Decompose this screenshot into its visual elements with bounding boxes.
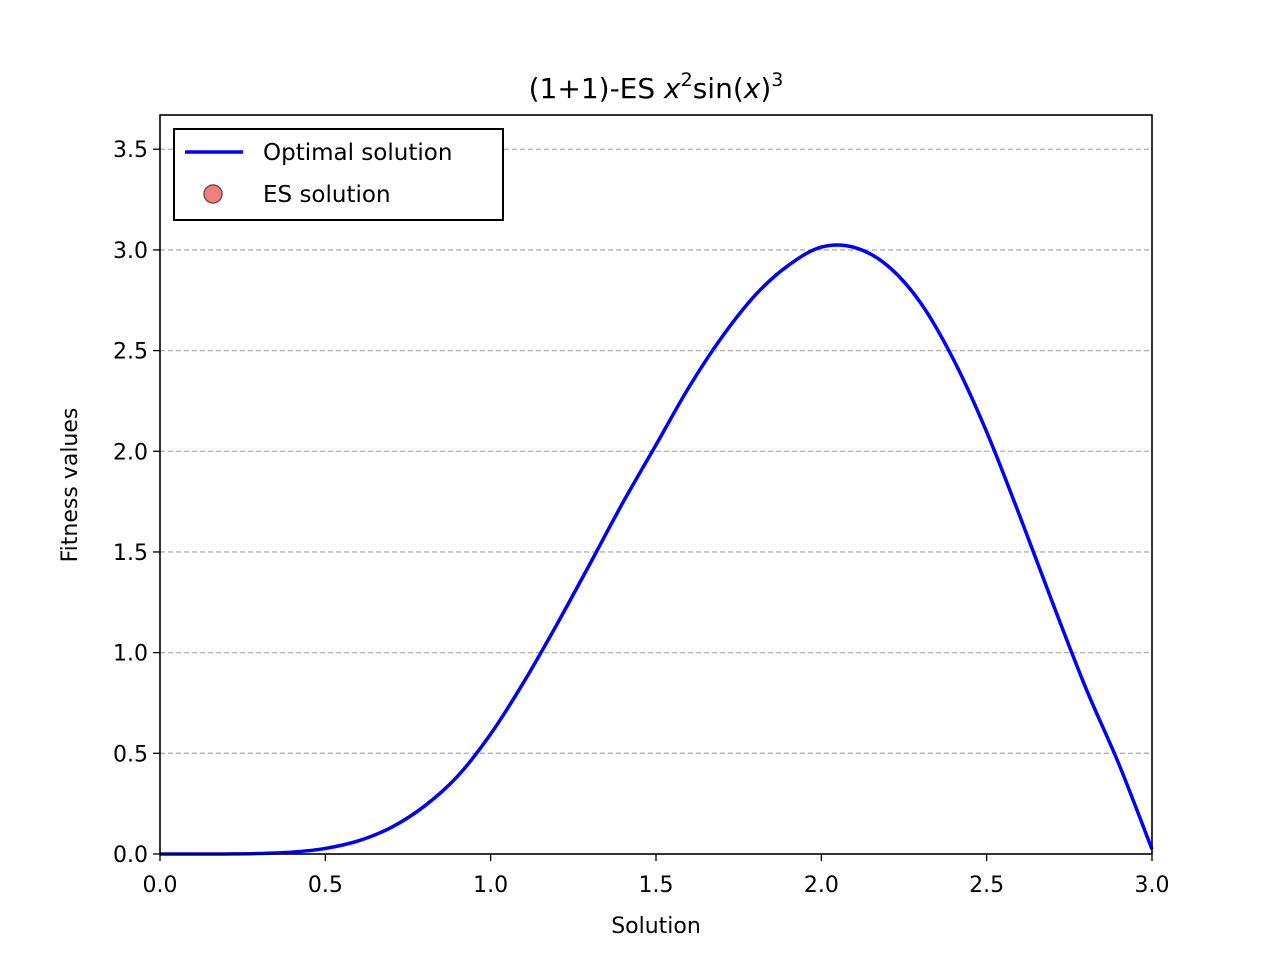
y-tick-label-3.5: 3.5 [113, 138, 148, 163]
legend-box [173, 128, 504, 221]
title-close: ) [760, 72, 771, 105]
legend-label-optimal-solution: Optimal solution [263, 140, 452, 166]
x-axis-label: Solution [611, 914, 701, 939]
plot-frame [159, 114, 1153, 855]
title-exp-1: 2 [681, 69, 693, 91]
y-tick-label-0.5: 0.5 [113, 742, 148, 767]
x-tick-label-0.5: 0.5 [308, 873, 343, 898]
y-axis-label: Fitness values [58, 408, 83, 563]
title-var-2: x [743, 72, 761, 105]
legend: Optimal solution ES solution [173, 128, 504, 221]
title-var-1: x [663, 72, 681, 105]
y-tick-label-1.5: 1.5 [113, 541, 148, 566]
x-tick-label-1.5: 1.5 [639, 873, 674, 898]
x-tick-label-0.0: 0.0 [143, 873, 178, 898]
x-tick-label-3.0: 3.0 [1135, 873, 1170, 898]
x-tick-label-2.5: 2.5 [969, 873, 1004, 898]
y-tick-label-1.0: 1.0 [113, 642, 148, 667]
title-exp-2: 3 [771, 69, 783, 91]
y-tick-label-0.0: 0.0 [113, 843, 148, 868]
x-tick-label-2.0: 2.0 [804, 873, 839, 898]
x-axis-ticks: 0.0 0.5 1.0 1.5 2.0 2.5 3.0 [143, 854, 1170, 898]
chart-title: (1+1)-ES x2sin(x)3 [529, 69, 784, 105]
series-line-optimal-solution [159, 243, 1154, 856]
title-prefix: (1+1)-ES [529, 72, 664, 105]
y-axis-ticks: 0.0 0.5 1.0 1.5 2.0 2.5 3.0 3.5 [113, 138, 160, 868]
grid-lines [160, 148, 1152, 754]
y-tick-label-2.0: 2.0 [113, 440, 148, 465]
x-tick-label-1.0: 1.0 [473, 873, 508, 898]
legend-label-es-solution: ES solution [263, 182, 391, 208]
y-tick-label-2.5: 2.5 [113, 340, 148, 365]
legend-swatch-es-solution [203, 184, 223, 204]
title-mid: sin( [693, 72, 744, 105]
y-tick-label-3.0: 3.0 [113, 239, 148, 264]
